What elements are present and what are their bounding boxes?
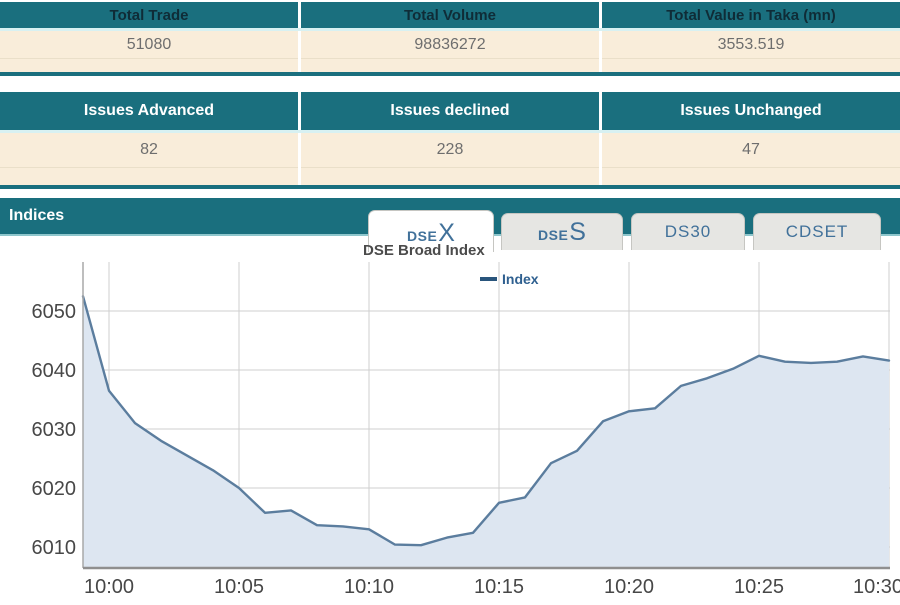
tab-cdset[interactable]: CDSET [753, 213, 881, 250]
empty-cell [301, 58, 599, 72]
header-separator [0, 130, 900, 133]
value-cell: 228 [301, 133, 599, 167]
chart-legend: Index [480, 271, 539, 287]
tab-dses[interactable]: DSE S [501, 213, 623, 250]
header-cell: Issues Unchanged [602, 92, 900, 130]
issues-table-value-row: 82 228 47 [0, 133, 900, 167]
index-line-series [81, 295, 891, 547]
empty-cell [602, 167, 900, 185]
summary-table-empty-row [0, 58, 900, 72]
x-tick-label: 10:15 [474, 576, 524, 598]
summary-table: Total Trade Total Volume Total Value in Ta… [0, 2, 900, 76]
tab-ds30[interactable]: DS30 [631, 213, 745, 250]
legend-series-label: Index [502, 271, 539, 287]
x-tick-label: 10:20 [604, 576, 654, 598]
header-cell: Total Value in Taka (mn) [602, 2, 900, 28]
chart-title: DSE Broad Index [363, 242, 485, 259]
legend-line-swatch [480, 277, 497, 281]
empty-cell [602, 58, 900, 72]
index-area-fill [83, 296, 889, 568]
x-tick-label: 10:10 [344, 576, 394, 598]
x-tick-label: 10:00 [84, 576, 134, 598]
header-cell: Total Volume [301, 2, 599, 28]
header-separator [0, 28, 900, 31]
summary-table-header-row: Total Trade Total Volume Total Value in Ta… [0, 2, 900, 28]
empty-cell [301, 167, 599, 185]
issues-table: Issues Advanced Issues declined Issues Unc… [0, 92, 900, 189]
value-cell: 51080 [0, 31, 298, 58]
tab-dsex[interactable]: DSE X [368, 210, 494, 252]
header-cell: Issues declined [301, 92, 599, 130]
tab-dses-label: DSE S [538, 217, 586, 246]
table-bottom-border [0, 72, 900, 76]
summary-table-value-row: 51080 98836272 3553.519 [0, 31, 900, 58]
y-tick-label: 6030 [32, 419, 77, 441]
header-cell: Total Trade [0, 2, 298, 28]
empty-cell [0, 167, 298, 185]
tab-cdset-label: CDSET [785, 222, 849, 241]
tab-ds30-label: DS30 [664, 222, 712, 241]
value-cell: 82 [0, 133, 298, 167]
empty-cell [0, 58, 298, 72]
value-cell: 98836272 [301, 31, 599, 58]
value-cell: 47 [602, 133, 900, 167]
tab-dsex-label: DSE X [407, 219, 455, 247]
x-tick-label: 10:30 [853, 576, 900, 598]
x-tick-label: 10:05 [214, 576, 264, 598]
index-chart: 6050 6040 6030 6020 6010 10:00 10:05 10:10 10:15… [0, 236, 900, 600]
header-cell: Issues Advanced [0, 92, 298, 130]
value-cell: 3553.519 [602, 31, 900, 58]
y-tick-label: 6040 [32, 360, 77, 382]
table-bottom-border [0, 185, 900, 189]
y-tick-label: 6020 [32, 478, 77, 500]
y-tick-label: 6050 [32, 301, 77, 323]
x-tick-label: 10:25 [734, 576, 784, 598]
index-chart-svg: 6050 6040 6030 6020 6010 10:00 10:05 10:10 10:15… [32, 262, 900, 598]
issues-table-empty-row [0, 167, 900, 185]
issues-table-header-row: Issues Advanced Issues declined Issues Unc… [0, 92, 900, 130]
y-tick-label: 6010 [32, 537, 77, 559]
indices-section-title: Indices [9, 207, 65, 224]
